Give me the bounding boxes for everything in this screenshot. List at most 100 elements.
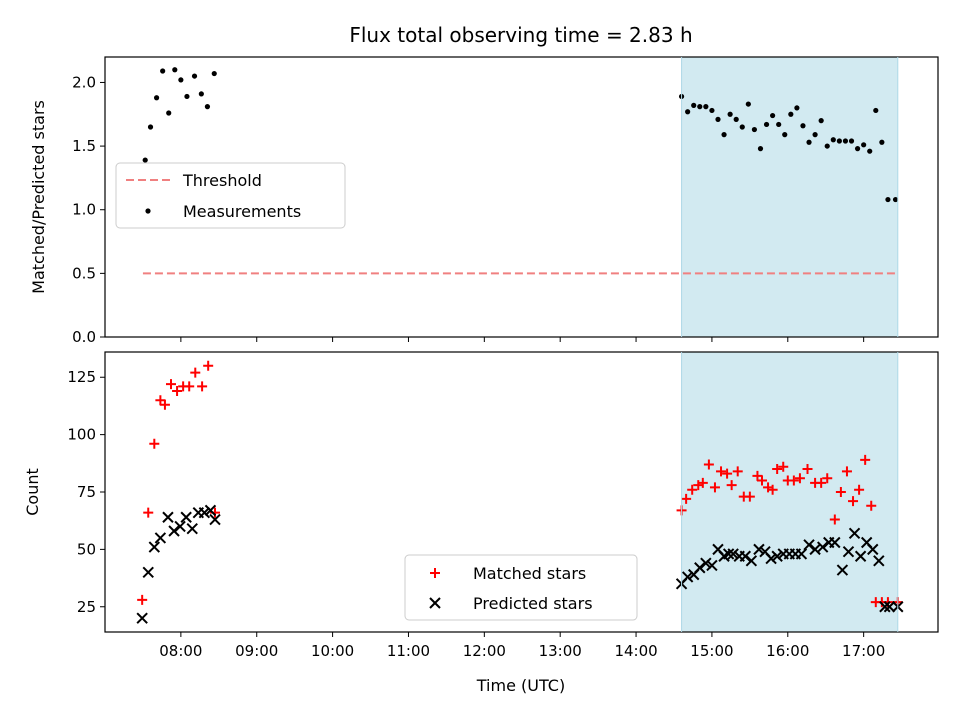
legend-matched-swatch — [430, 568, 440, 578]
predicted-star-point — [765, 552, 777, 565]
bottom-xtick-label: 09:00 — [235, 642, 278, 660]
matched-star-point — [829, 514, 840, 525]
legend-measurements-label: Measurements — [183, 202, 301, 221]
bottom-x-ticks: 08:00 09:00 10:00 11:00 12:00 13:00 14:00 15:00… — [159, 632, 885, 660]
matched-star-point — [744, 491, 755, 502]
measurement-point — [873, 107, 879, 114]
matched-star-point — [172, 386, 183, 397]
measurement-point — [788, 111, 794, 117]
measurement-point — [836, 138, 842, 144]
measurement-point — [142, 157, 148, 163]
matched-star-point — [203, 360, 214, 371]
bottom-observing-span — [681, 352, 898, 632]
measurement-point — [848, 138, 855, 144]
top-panel: 0.00.51.01.52.0 Matched/Predicted stars … — [29, 56, 939, 346]
top-x-ticks — [180, 337, 865, 342]
measurement-point — [733, 116, 739, 122]
matched-star-point — [835, 487, 846, 497]
matched-star-point — [703, 459, 714, 470]
bottom-xtick-label: 11:00 — [387, 642, 430, 660]
bottom-xtick-label: 16:00 — [766, 642, 809, 660]
predicted-star-point — [829, 536, 841, 549]
bottom-y-axis-label: Count — [23, 468, 42, 516]
matched-star-point — [841, 466, 852, 477]
predicted-star-point — [180, 511, 192, 523]
predicted-star-point — [842, 545, 855, 558]
measurement-point — [854, 146, 861, 152]
measurement-point — [172, 67, 178, 73]
predicted-star-point — [700, 557, 712, 569]
legend-threshold-label: Threshold — [182, 171, 262, 190]
matched-star-point — [197, 381, 208, 392]
matched-star-point — [709, 482, 720, 493]
predicted-star-point — [174, 520, 186, 533]
predicted-star-point — [795, 548, 808, 560]
measurement-point — [782, 132, 788, 138]
measurement-point — [757, 146, 764, 152]
predicted-stars-points — [136, 504, 904, 624]
predicted-star-point — [168, 525, 180, 537]
measurement-point — [830, 137, 836, 143]
matched-star-point — [822, 473, 833, 484]
predicted-star-point — [154, 532, 167, 544]
predicted-star-point — [873, 555, 885, 567]
matched-stars-points — [137, 360, 903, 608]
matched-star-point — [763, 482, 774, 493]
predicted-star-point — [816, 541, 829, 553]
measurement-point — [160, 68, 166, 74]
top-ytick-label: 0.0 — [72, 328, 96, 346]
measurement-point — [204, 104, 211, 110]
measurement-point — [776, 121, 782, 128]
measurement-point — [770, 112, 776, 119]
measurement-point — [885, 196, 891, 203]
predicted-star-point — [136, 612, 148, 624]
predicted-star-point — [879, 601, 891, 613]
matched-star-point — [693, 480, 704, 491]
matched-star-point — [802, 464, 813, 475]
measurement-point — [794, 105, 800, 111]
measurement-point — [709, 107, 715, 114]
bottom-xtick-label: 15:00 — [690, 642, 733, 660]
measurement-point — [147, 124, 154, 130]
matched-star-point — [788, 475, 799, 486]
chart-title: Flux total observing time = 2.83 h — [349, 23, 692, 47]
matched-star-point — [166, 379, 177, 390]
predicted-star-point — [204, 504, 217, 517]
matched-star-point — [816, 477, 827, 488]
predicted-star-point — [753, 543, 765, 556]
bottom-ytick-label: 25 — [77, 598, 96, 616]
measurement-point — [691, 102, 697, 108]
predicted-star-point — [836, 564, 849, 576]
predicted-star-point — [142, 566, 154, 579]
predicted-star-point — [867, 543, 879, 556]
matched-star-point — [866, 500, 877, 511]
matched-star-point — [772, 464, 783, 475]
matched-star-point — [767, 484, 778, 495]
predicted-star-point — [745, 555, 758, 567]
predicted-star-point — [694, 562, 706, 574]
bottom-plot-frame — [104, 351, 939, 633]
predicted-star-point — [727, 548, 739, 560]
predicted-star-point — [803, 539, 815, 551]
matched-star-point — [143, 507, 154, 518]
measurement-point — [751, 126, 758, 133]
measurement-point — [685, 109, 691, 115]
matched-star-point — [716, 466, 727, 477]
measurement-point — [739, 124, 745, 130]
legend-measurements-swatch — [145, 208, 151, 214]
legend-predicted-swatch — [429, 597, 441, 609]
measurement-point — [879, 139, 885, 145]
top-ytick-label: 2.0 — [72, 73, 96, 91]
matched-star-point — [190, 367, 201, 378]
matched-star-point — [159, 399, 170, 410]
top-ytick-label: 0.5 — [72, 264, 96, 282]
predicted-star-point — [162, 511, 174, 523]
measurement-point — [818, 118, 824, 124]
measurement-point — [763, 121, 770, 128]
matched-star-point — [860, 454, 871, 465]
matched-star-point — [149, 438, 160, 449]
predicted-star-point — [771, 550, 783, 562]
predicted-star-point — [706, 559, 718, 572]
matched-star-point — [681, 493, 692, 504]
measurement-point — [153, 95, 160, 101]
